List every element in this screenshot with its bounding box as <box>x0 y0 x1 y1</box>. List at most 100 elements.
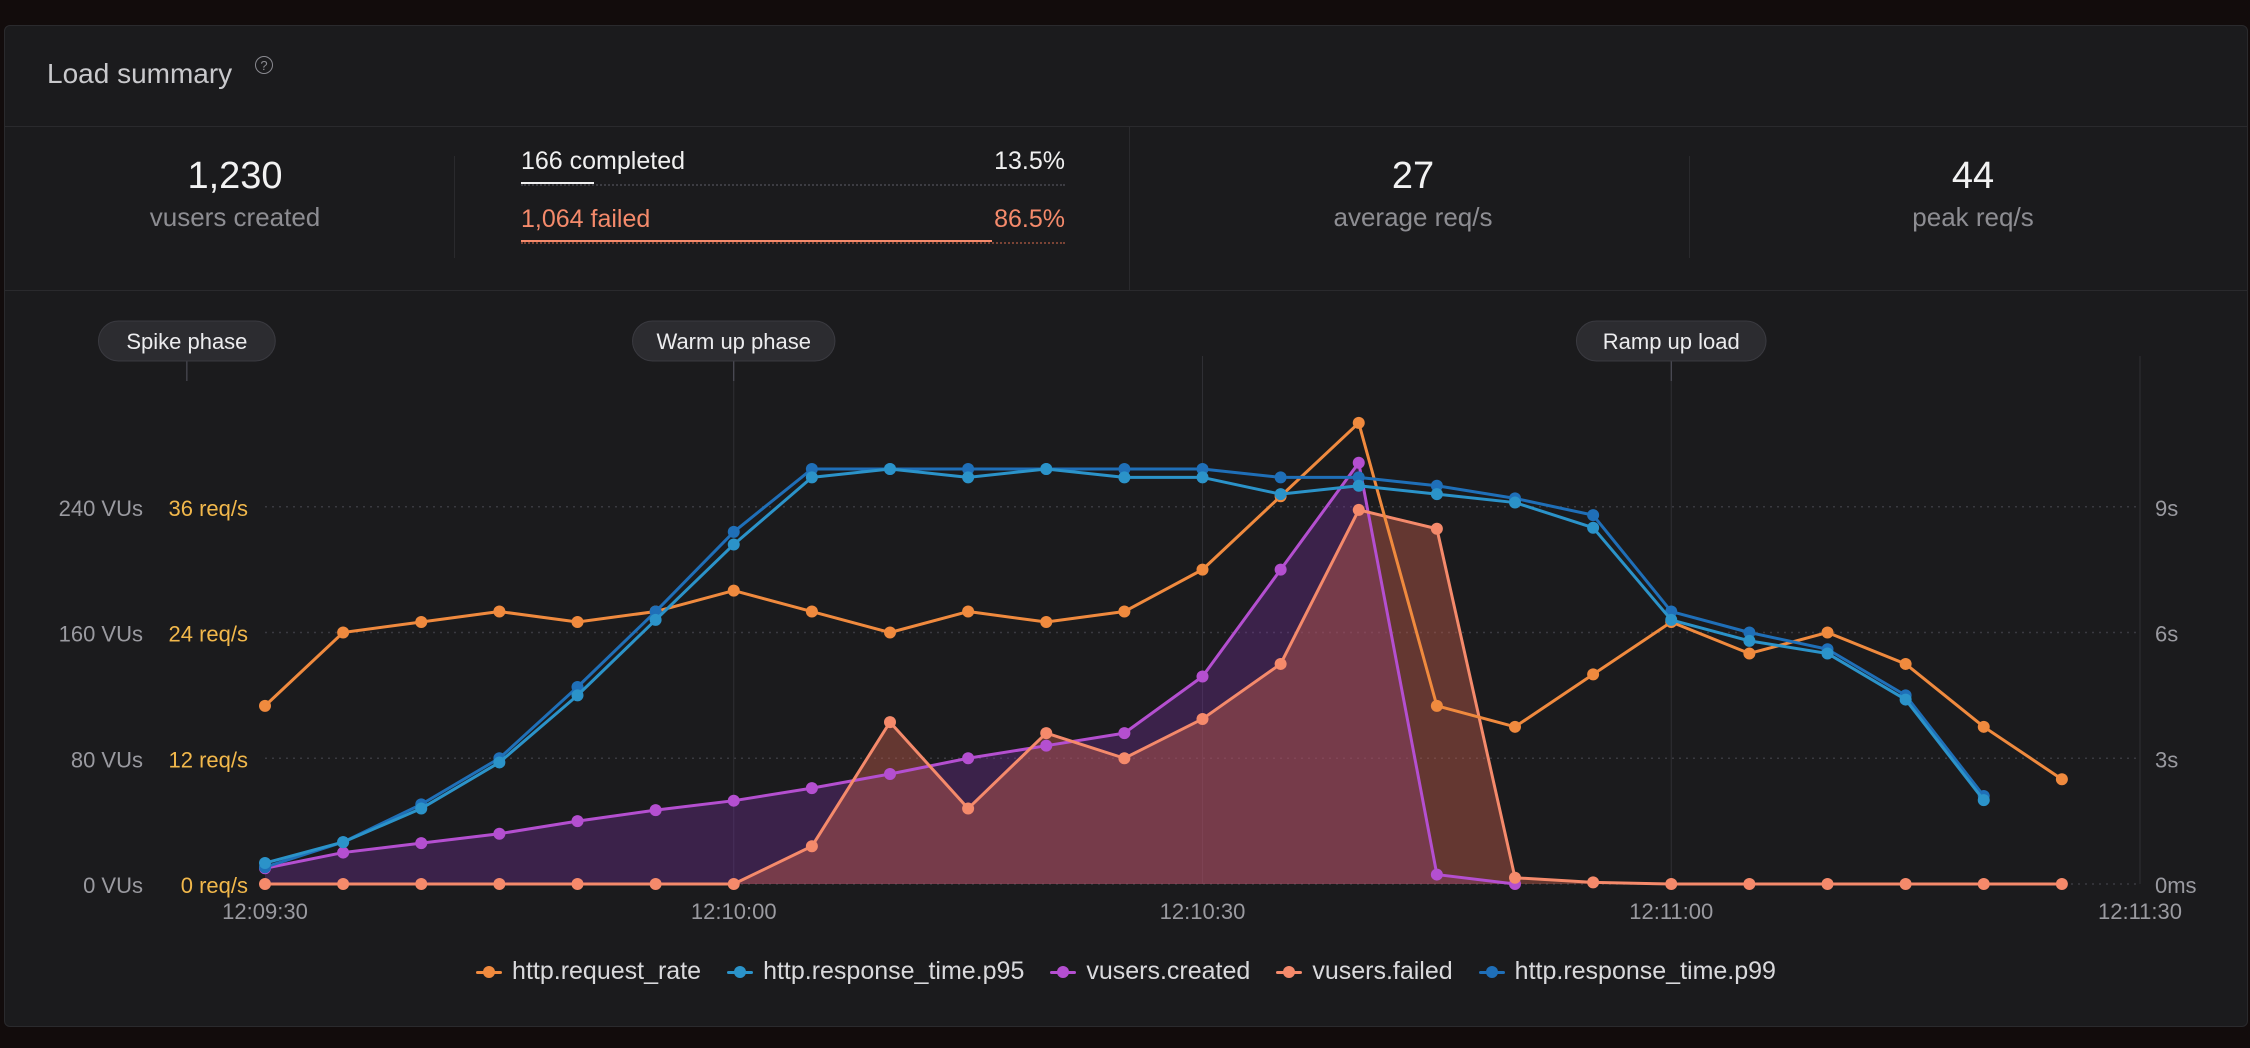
data-point <box>1352 503 1365 516</box>
data-point <box>1899 657 1912 670</box>
x-tick-label: 12:10:00 <box>691 899 777 924</box>
annotation-label: Ramp up load <box>1603 329 1740 354</box>
completed-pct: 13.5% <box>994 147 1065 175</box>
data-point <box>649 613 662 626</box>
stat-peak-rps: 44 peak req/s <box>1823 154 2123 234</box>
divider <box>1129 126 1130 290</box>
average-rps-label: average req/s <box>1333 202 1493 232</box>
data-point <box>727 525 740 538</box>
data-point <box>1040 463 1053 476</box>
y-tick-vus: 80 VUs <box>71 747 143 772</box>
legend-swatch <box>1276 965 1303 979</box>
divider <box>454 156 455 258</box>
completed-progress: 166 completed 13.5% <box>521 146 1065 186</box>
legend-item[interactable]: vusers.failed <box>1276 957 1453 986</box>
data-point <box>1352 471 1365 484</box>
legend-item[interactable]: http.request_rate <box>476 957 701 986</box>
annotation-label: Spike phase <box>126 329 247 354</box>
legend-swatch <box>1050 965 1077 979</box>
legend-label: http.response_time.p95 <box>763 957 1025 985</box>
data-point <box>1274 471 1287 484</box>
legend-label: http.response_time.p99 <box>1514 957 1776 985</box>
data-point <box>493 605 506 618</box>
completed-label: 166 completed <box>521 147 686 175</box>
vusers-failed-area <box>265 509 2062 884</box>
data-point <box>1196 563 1209 576</box>
data-point <box>415 802 428 815</box>
data-point <box>727 794 740 807</box>
data-point <box>1743 878 1756 890</box>
data-point <box>1743 647 1756 660</box>
data-point <box>1587 876 1600 889</box>
question-circle-icon[interactable]: ? <box>255 56 273 74</box>
failed-track <box>521 240 1065 244</box>
y-tick-time: 0ms <box>2155 873 2197 898</box>
data-point <box>1274 657 1287 670</box>
annotation-pill <box>632 320 836 362</box>
data-point <box>1977 878 1990 890</box>
data-point <box>571 815 584 828</box>
data-point <box>962 463 975 476</box>
data-point <box>1430 488 1443 501</box>
data-point <box>493 756 506 769</box>
data-point <box>1352 479 1365 492</box>
data-point <box>259 699 271 712</box>
legend-item[interactable]: vusers.created <box>1050 957 1250 986</box>
x-tick-label: 12:11:00 <box>1629 899 1713 924</box>
y-tick-time: 9s <box>2155 496 2178 521</box>
data-point <box>1352 416 1365 429</box>
data-point <box>962 752 975 765</box>
data-point <box>1509 496 1521 509</box>
legend-label: vusers.failed <box>1312 957 1453 985</box>
data-point <box>1899 878 1912 890</box>
legend-swatch <box>1478 965 1505 979</box>
data-point <box>337 878 350 890</box>
annotation-label: Warm up phase <box>657 329 811 354</box>
legend-item[interactable]: http.response_time.p95 <box>727 957 1024 986</box>
x-tick-label: 12:11:30 <box>2098 899 2182 924</box>
data-point <box>727 878 740 890</box>
data-point <box>415 878 428 890</box>
data-point <box>1821 878 1834 890</box>
data-point <box>649 804 662 817</box>
data-point <box>1040 616 1053 629</box>
data-point <box>1665 613 1678 626</box>
data-point <box>805 840 818 853</box>
data-point <box>571 680 584 693</box>
vusers-created-label: vusers created <box>149 202 321 232</box>
peak-rps-label: peak req/s <box>1912 202 2034 232</box>
legend-item[interactable]: http.response_time.p99 <box>1478 957 1776 986</box>
x-tick-label: 12:09:30 <box>222 899 308 924</box>
vusers-failed-line <box>265 508 2062 886</box>
data-point <box>1196 712 1209 725</box>
data-point <box>1509 871 1521 884</box>
data-point <box>1196 471 1209 484</box>
data-point <box>805 463 818 476</box>
failed-pct: 86.5% <box>994 205 1065 233</box>
y-tick-vus: 240 VUs <box>59 496 143 521</box>
data-point <box>415 837 428 850</box>
data-point <box>962 605 975 618</box>
data-point <box>649 605 662 618</box>
data-point <box>1196 463 1209 476</box>
data-point <box>962 471 975 484</box>
legend-swatch <box>476 965 503 979</box>
data-point <box>884 626 896 639</box>
chart-legend: http.request_rate http.response_time.p95 v… <box>5 957 2247 986</box>
y-tick-vus: 0 VUs <box>83 873 143 898</box>
data-point <box>1118 471 1131 484</box>
panel-header: Load summary ? <box>5 26 2247 127</box>
legend-swatch <box>727 965 754 979</box>
y-tick-rps: 24 req/s <box>169 622 249 647</box>
data-point <box>805 471 818 484</box>
data-point <box>1430 522 1443 535</box>
load-chart: 0 VUs 0 req/s 80 VUs 12 req/s 160 VUs 24 req/… <box>59 320 2197 924</box>
data-point <box>1821 626 1834 639</box>
y-tick-rps: 0 req/s <box>181 873 248 898</box>
data-point <box>1665 878 1678 890</box>
data-point <box>1430 479 1443 492</box>
data-point <box>962 802 975 815</box>
divider <box>1689 156 1690 258</box>
data-point <box>805 782 818 795</box>
data-point <box>1274 563 1287 576</box>
